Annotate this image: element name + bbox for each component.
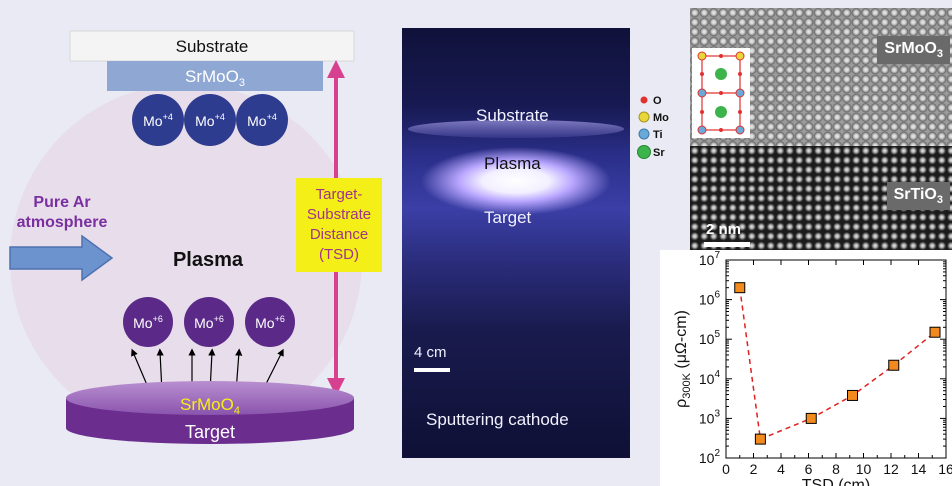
plasma-label: Plasma — [173, 249, 244, 271]
target-top — [66, 381, 354, 415]
data-point — [929, 326, 941, 338]
y-tick-label: 102 — [699, 448, 721, 466]
legend-sr-label: Sr — [653, 147, 665, 159]
x-tick-label: 4 — [777, 461, 785, 477]
legend-ti-dot — [638, 128, 650, 140]
substrate-block — [69, 30, 355, 62]
tsd-label-line3: Distance — [310, 226, 368, 243]
stem-top-label: SrMoO3 — [877, 36, 950, 65]
stem-scale-label: 2 nm — [706, 221, 742, 238]
legend-mo-dot — [638, 111, 650, 123]
target-surface-label: SrMoO4 — [180, 395, 240, 417]
target-label: Target — [185, 422, 235, 442]
photo-scale-bar — [414, 368, 450, 372]
data-point — [754, 433, 766, 445]
legend-mo-label: Mo — [653, 112, 669, 124]
film-label: SrMoO3 — [185, 67, 245, 89]
tsd-box — [296, 178, 382, 272]
data-point — [847, 389, 858, 401]
stem-bottom-label: SrTiO3 — [886, 182, 950, 211]
photo-scale-label: 4 cm — [414, 344, 447, 361]
legend-sr-dot — [637, 145, 651, 159]
mo4-ion-3 — [236, 94, 288, 146]
stem-scale-bar — [704, 242, 750, 247]
y-tick-label: 104 — [699, 369, 721, 387]
y-tick-label: 105 — [699, 329, 721, 347]
tsd-label-line2: Substrate — [307, 206, 371, 223]
plasma-cloud — [10, 84, 362, 436]
stem-image: SrMoO3 SrTiO3 2 nm — [690, 8, 952, 270]
chart-background — [660, 250, 952, 486]
y-tick-label: 107 — [699, 250, 721, 268]
legend-ti-label: Ti — [653, 129, 663, 141]
y-tick-label: 106 — [699, 290, 721, 308]
tsd-arrow-head-bottom — [327, 378, 345, 396]
mo4-ion-1 — [132, 94, 184, 146]
substrate-label: Substrate — [176, 37, 249, 56]
y-axis-label: ρ300K (μΩ-cm) — [673, 310, 693, 408]
x-tick-label: 0 — [722, 461, 730, 477]
mo4-ion-group: Mo+4 Mo+4 Mo+4 — [132, 94, 288, 146]
photo-plasma-label: Plasma — [484, 154, 541, 173]
x-tick-label: 16 — [938, 461, 952, 477]
atmosphere-label-line2: atmosphere — [17, 214, 108, 231]
mo6-ion-2 — [184, 297, 234, 347]
legend-o-label: O — [653, 95, 662, 107]
x-axis-label: TSD (cm) — [802, 477, 870, 486]
mo6-ion-3 — [245, 297, 295, 347]
x-tick-label: 6 — [805, 461, 813, 477]
mo6-ion-group: Mo+6 Mo+6 Mo+6 — [123, 297, 295, 347]
plasma-photo: Substrate Plasma Target 4 cm Sputtering … — [402, 28, 630, 458]
atmosphere-label-line1: Pure Ar — [33, 194, 90, 211]
data-point — [805, 412, 817, 424]
mo6-ion-1 — [123, 297, 173, 347]
data-point — [888, 359, 900, 371]
tsd-arrow-head-top — [327, 60, 345, 78]
x-tick-label: 10 — [856, 461, 872, 477]
plasma-glow — [402, 136, 630, 226]
atom-legend: O Mo Ti Sr — [637, 95, 669, 159]
x-tick-label: 8 — [832, 461, 840, 477]
photo-cathode-label: Sputtering cathode — [426, 410, 569, 429]
x-tick-label: 2 — [750, 461, 758, 477]
unit-cell-inset — [692, 48, 750, 138]
tsd-label-line1: Target- — [316, 186, 363, 203]
x-tick-label: 12 — [883, 461, 899, 477]
substrate-holder-ring — [408, 120, 624, 138]
atmosphere-arrow — [9, 234, 114, 282]
y-tick-label: 103 — [699, 408, 721, 426]
tsd-label-line4: (TSD) — [319, 246, 359, 263]
x-tick-label: 14 — [911, 461, 927, 477]
photo-target-label: Target — [484, 208, 532, 227]
legend-o-dot — [640, 96, 648, 104]
series-line — [739, 287, 936, 441]
resistivity-chart: 0 2 4 6 8 10 12 14 16 102 103 104 105 106 107 TSD (cm) ρ… — [660, 250, 952, 486]
sputtering-schematic: Substrate SrMoO3 Mo+4 Mo+4 Mo+4 Pure Ar … — [9, 30, 382, 444]
photo-substrate-label: Substrate — [476, 106, 549, 125]
data-point — [734, 282, 746, 294]
film-block — [107, 61, 323, 91]
mo4-ion-2 — [184, 94, 236, 146]
